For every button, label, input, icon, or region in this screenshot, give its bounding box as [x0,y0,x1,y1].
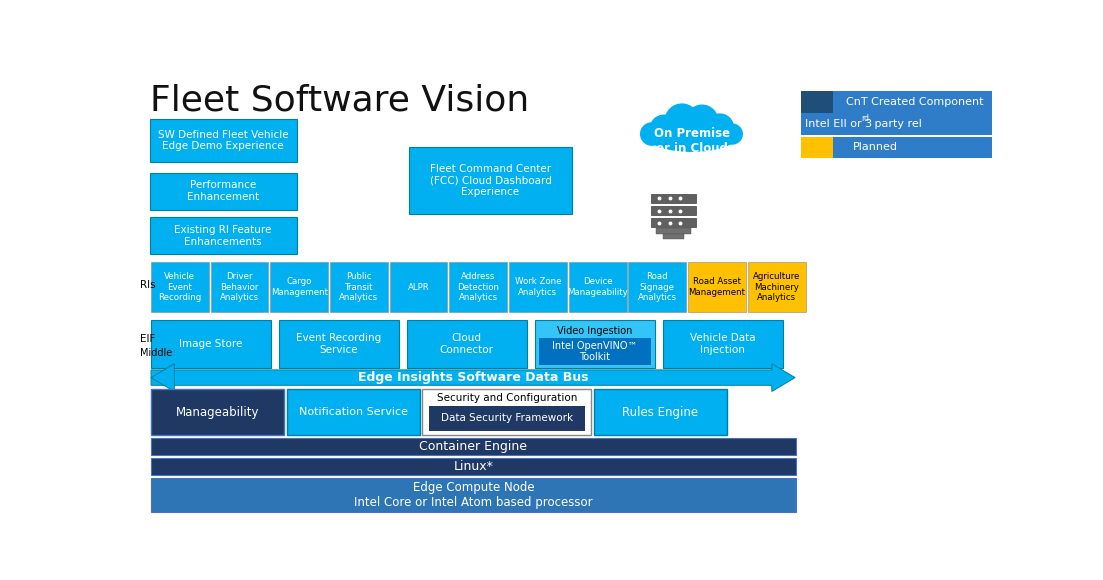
Text: Rules Engine: Rules Engine [622,406,698,419]
FancyBboxPatch shape [569,262,627,312]
Text: Notification Service: Notification Service [299,407,408,417]
FancyBboxPatch shape [629,262,686,312]
Text: Fleet Software Vision: Fleet Software Vision [150,84,528,118]
Text: Edge Compute Node
Intel Core or Intel Atom based processor: Edge Compute Node Intel Core or Intel At… [354,481,592,509]
FancyBboxPatch shape [150,218,297,255]
FancyBboxPatch shape [663,234,684,239]
FancyBboxPatch shape [150,173,297,210]
FancyBboxPatch shape [279,320,399,368]
Text: SW Defined Fleet Vehicle
Edge Demo Experience: SW Defined Fleet Vehicle Edge Demo Exper… [158,130,289,151]
Circle shape [722,124,742,144]
Text: Device
Manageability: Device Manageability [567,277,628,297]
Text: Intel EII or 3: Intel EII or 3 [805,119,872,129]
Circle shape [641,123,663,145]
FancyBboxPatch shape [655,228,692,234]
FancyBboxPatch shape [801,137,833,158]
FancyBboxPatch shape [151,262,208,312]
Text: Video Ingestion: Video Ingestion [557,325,632,336]
FancyBboxPatch shape [151,438,796,455]
FancyBboxPatch shape [748,262,805,312]
Text: ALPR: ALPR [408,282,429,292]
Text: Driver
Behavior
Analytics: Driver Behavior Analytics [219,272,259,302]
Text: Middle: Middle [140,348,172,358]
Text: Planned: Planned [854,142,898,153]
Text: Public
Transit
Analytics: Public Transit Analytics [340,272,378,302]
Text: Fleet Command Center
(FCC) Cloud Dashboard
Experience: Fleet Command Center (FCC) Cloud Dashboa… [429,164,552,197]
Text: Cloud
Connector: Cloud Connector [440,333,494,354]
Circle shape [665,104,698,137]
FancyBboxPatch shape [593,389,727,436]
FancyBboxPatch shape [663,320,783,368]
FancyBboxPatch shape [409,147,571,215]
Text: On Premise
or in Cloud: On Premise or in Cloud [654,127,730,155]
FancyBboxPatch shape [510,262,567,312]
Text: Linux*: Linux* [453,461,493,473]
FancyBboxPatch shape [449,262,507,312]
FancyBboxPatch shape [150,119,297,162]
Text: Agriculture
Machinery
Analytics: Agriculture Machinery Analytics [753,272,801,302]
Circle shape [686,105,718,136]
FancyBboxPatch shape [151,478,796,512]
Text: RIs: RIs [140,280,156,290]
FancyBboxPatch shape [211,262,268,312]
Circle shape [707,114,733,141]
Text: EIF: EIF [140,334,156,344]
FancyBboxPatch shape [330,262,388,312]
FancyBboxPatch shape [270,262,328,312]
FancyBboxPatch shape [151,389,285,436]
Text: Edge Insights Software Data Bus: Edge Insights Software Data Bus [357,371,588,384]
FancyBboxPatch shape [651,218,696,227]
Text: rd: rd [861,114,870,124]
FancyBboxPatch shape [801,114,992,135]
Text: Address
Detection
Analytics: Address Detection Analytics [458,272,500,302]
Text: Image Store: Image Store [180,339,243,349]
FancyBboxPatch shape [422,389,591,436]
FancyBboxPatch shape [801,91,833,113]
Text: Existing RI Feature
Enhancements: Existing RI Feature Enhancements [174,225,271,246]
Circle shape [650,115,678,143]
Text: party rel: party rel [871,119,922,129]
FancyBboxPatch shape [535,320,655,368]
Text: Vehicle Data
Injection: Vehicle Data Injection [689,333,756,354]
FancyBboxPatch shape [688,262,746,312]
Text: CnT Created Component: CnT Created Component [846,97,983,107]
Text: Container Engine: Container Engine [419,440,527,452]
Text: Cargo
Management: Cargo Management [270,277,328,297]
FancyArrow shape [151,364,795,392]
FancyBboxPatch shape [801,91,992,113]
FancyBboxPatch shape [651,206,696,215]
Ellipse shape [649,124,736,151]
Text: Manageability: Manageability [176,406,259,419]
Text: Road Asset
Management: Road Asset Management [688,277,746,297]
Text: Security and Configuration: Security and Configuration [437,393,577,403]
FancyBboxPatch shape [151,458,796,476]
Text: Road
Signage
Analytics: Road Signage Analytics [638,272,677,302]
FancyBboxPatch shape [538,338,651,364]
FancyBboxPatch shape [151,320,271,368]
FancyBboxPatch shape [287,389,420,436]
FancyBboxPatch shape [428,406,585,431]
FancyArrow shape [151,364,174,392]
Text: Performance
Enhancement: Performance Enhancement [188,180,259,202]
FancyBboxPatch shape [651,194,696,203]
Text: Vehicle
Event
Recording: Vehicle Event Recording [159,272,202,302]
Text: Intel OpenVINO™
Toolkit: Intel OpenVINO™ Toolkit [553,340,638,362]
FancyBboxPatch shape [801,137,992,158]
FancyBboxPatch shape [407,320,527,368]
Text: Event Recording
Service: Event Recording Service [297,333,382,354]
Text: Work Zone
Analytics: Work Zone Analytics [515,277,561,297]
FancyBboxPatch shape [389,262,448,312]
Text: Data Security Framework: Data Security Framework [441,414,572,423]
